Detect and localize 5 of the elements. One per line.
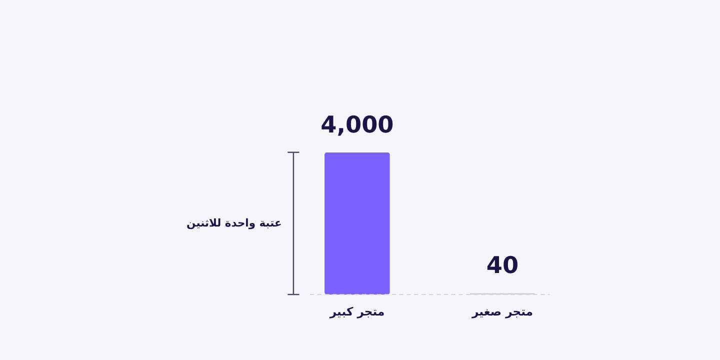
data-label: 4,000 [320,112,394,138]
data-label: 40 [486,253,519,280]
x-tick-label: متجر كبير [328,304,385,319]
x-tick-label: متجر صغير [470,304,534,319]
text: عتبة واحدة للاثنين [186,216,282,230]
